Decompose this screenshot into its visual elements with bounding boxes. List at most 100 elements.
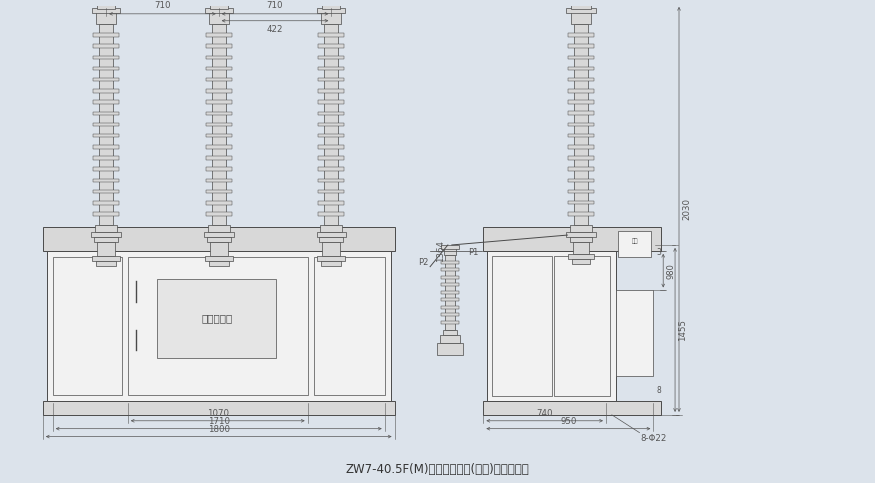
Bar (94, 168, 119, 171)
Text: 3: 3 (656, 248, 662, 257)
Bar (441, 291, 458, 294)
Bar (94, 89, 119, 93)
Bar (571, 4, 592, 9)
Bar (569, 123, 594, 126)
Text: 玻璃观察窗: 玻璃观察窗 (201, 313, 233, 323)
Bar (569, 168, 594, 171)
Bar (569, 112, 594, 115)
Bar (318, 201, 344, 204)
Bar (94, 190, 119, 193)
Text: 1800: 1800 (207, 425, 230, 434)
Bar (206, 134, 232, 137)
Bar (94, 100, 119, 104)
Bar (318, 212, 344, 216)
Bar (483, 401, 662, 415)
Bar (437, 343, 463, 355)
Text: 1455: 1455 (678, 319, 687, 341)
Text: 1070: 1070 (206, 409, 228, 418)
Bar (325, 24, 339, 225)
Bar (318, 168, 344, 171)
Bar (205, 8, 233, 13)
Bar (318, 56, 344, 59)
Bar (208, 225, 229, 232)
Bar (94, 33, 119, 37)
Bar (574, 24, 588, 225)
Bar (94, 44, 119, 48)
Bar (318, 44, 344, 48)
Bar (318, 67, 344, 70)
Bar (493, 256, 551, 396)
Bar (318, 78, 344, 82)
Text: 710: 710 (267, 1, 284, 10)
Bar (443, 330, 457, 335)
Bar (569, 89, 594, 93)
Bar (206, 78, 232, 82)
Bar (487, 251, 616, 401)
Text: 422: 422 (267, 25, 284, 34)
Bar (206, 67, 232, 70)
Bar (94, 201, 119, 204)
Bar (321, 261, 341, 266)
Bar (569, 254, 594, 259)
Bar (554, 256, 610, 396)
Bar (94, 237, 118, 242)
Bar (318, 8, 345, 13)
Bar (47, 251, 390, 401)
Bar (569, 56, 594, 59)
Bar (206, 112, 232, 115)
Bar (569, 145, 594, 148)
Bar (441, 321, 458, 324)
Bar (96, 261, 116, 266)
Bar (313, 257, 385, 395)
Bar (206, 190, 232, 193)
Bar (97, 242, 115, 256)
Bar (95, 225, 117, 232)
Bar (43, 401, 395, 415)
Bar (206, 145, 232, 149)
Bar (91, 232, 121, 237)
Bar (569, 190, 594, 193)
Text: 710: 710 (154, 1, 171, 10)
Bar (441, 276, 458, 279)
Bar (204, 232, 234, 237)
Bar (210, 242, 228, 256)
Text: 2030: 2030 (682, 199, 691, 220)
Text: P1: P1 (467, 248, 478, 257)
Bar (483, 227, 662, 251)
Bar (94, 212, 119, 216)
Bar (569, 100, 594, 104)
Bar (566, 232, 596, 237)
Bar (206, 89, 232, 93)
Bar (209, 12, 228, 24)
Bar (94, 56, 119, 59)
Text: 合分: 合分 (631, 238, 638, 244)
Bar (441, 269, 458, 271)
Bar (569, 33, 594, 37)
Bar (444, 255, 455, 330)
Bar (94, 145, 119, 149)
Bar (318, 145, 344, 149)
Bar (318, 89, 344, 93)
Bar (94, 67, 119, 70)
Bar (94, 179, 119, 182)
Text: 980: 980 (666, 263, 676, 279)
Bar (97, 4, 115, 9)
Bar (96, 12, 116, 24)
Bar (441, 245, 458, 249)
Bar (318, 123, 344, 126)
Bar (206, 56, 232, 59)
Bar (322, 242, 340, 256)
Bar (206, 179, 232, 182)
Bar (52, 257, 122, 395)
Bar (94, 78, 119, 82)
Text: P2: P2 (417, 258, 428, 267)
Bar (618, 231, 651, 257)
Bar (441, 306, 458, 309)
Text: 8-Φ22: 8-Φ22 (640, 434, 667, 442)
Bar (205, 256, 233, 261)
Text: 950: 950 (560, 417, 577, 426)
Text: 1364: 1364 (436, 240, 445, 262)
Bar (318, 190, 344, 193)
Bar (441, 298, 458, 301)
Bar (573, 242, 589, 254)
